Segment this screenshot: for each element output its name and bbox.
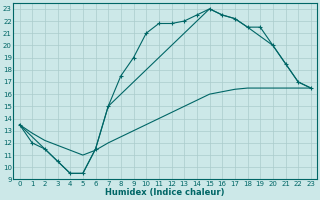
X-axis label: Humidex (Indice chaleur): Humidex (Indice chaleur) xyxy=(106,188,225,197)
